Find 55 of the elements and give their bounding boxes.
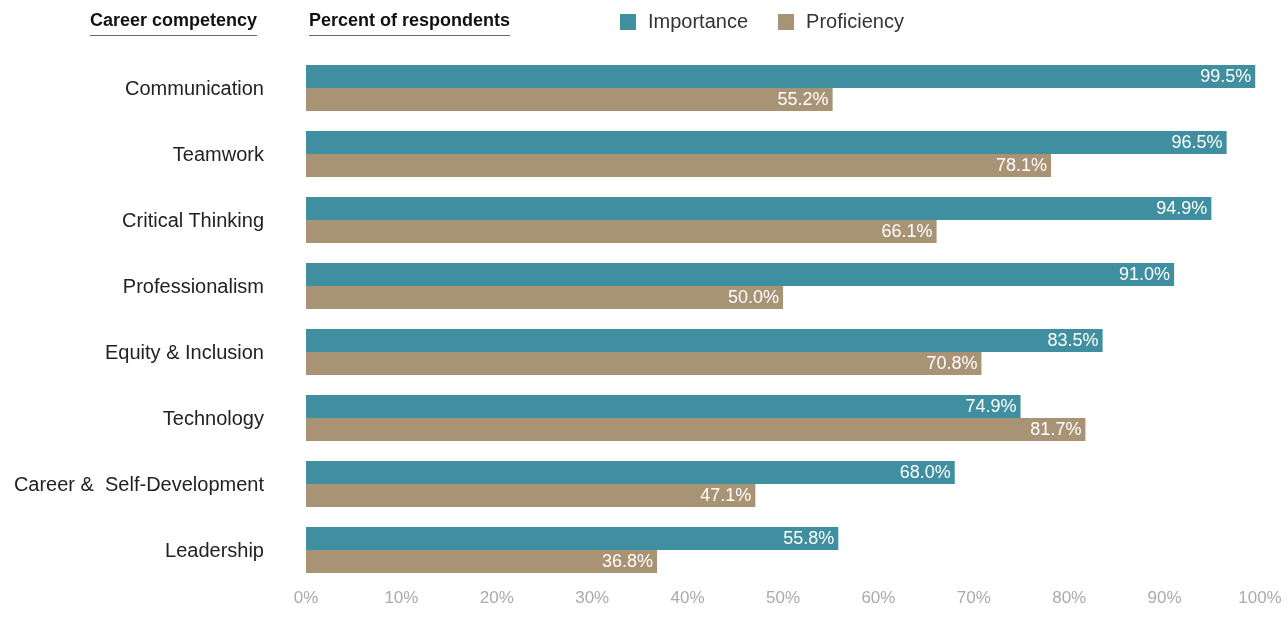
y-tick-label: Career & Self-Development xyxy=(13,473,265,495)
data-label: 47.1% xyxy=(700,485,752,506)
legend-label: Importance xyxy=(648,10,749,33)
data-label: 36.8% xyxy=(602,551,654,572)
bar xyxy=(306,87,833,111)
y-tick-label: Technology xyxy=(162,407,264,429)
y-tick-label: Professionalism xyxy=(122,275,264,297)
data-label: 96.5% xyxy=(1171,132,1223,153)
data-label: 91.0% xyxy=(1119,264,1171,285)
y-tick-label: Communication xyxy=(125,77,264,99)
bar xyxy=(306,64,1256,88)
y-tick-label: Critical Thinking xyxy=(122,209,264,231)
y-tick-label: Equity & Inclusion xyxy=(105,341,264,363)
data-label: 70.8% xyxy=(926,353,978,374)
bar xyxy=(306,328,1103,352)
x-tick-label: 40% xyxy=(670,588,705,608)
x-tick-label: 60% xyxy=(861,588,896,608)
data-label: 99.5% xyxy=(1200,66,1252,87)
x-axis-title: Percent of respondents xyxy=(309,10,511,36)
y-axis-title: Career competency xyxy=(90,10,258,36)
data-label: 74.9% xyxy=(965,396,1017,417)
x-tick-label: 0% xyxy=(293,588,319,608)
bar xyxy=(306,262,1175,286)
bar xyxy=(306,483,756,507)
bar xyxy=(306,549,658,573)
bar xyxy=(306,153,1052,177)
x-tick-label: 50% xyxy=(765,588,801,608)
legend-label: Proficiency xyxy=(806,10,904,33)
data-label: 66.1% xyxy=(881,221,933,242)
x-tick-label: 70% xyxy=(956,588,991,608)
data-label: 68.0% xyxy=(899,462,951,483)
bar xyxy=(306,285,783,309)
x-tick-label: 90% xyxy=(1147,588,1182,608)
data-label: 50.0% xyxy=(727,287,779,308)
data-label: 81.7% xyxy=(1030,419,1082,440)
bar xyxy=(306,417,1086,441)
data-label: 55.2% xyxy=(777,89,829,110)
x-tick-label: 10% xyxy=(384,588,419,608)
data-label: 94.9% xyxy=(1156,198,1208,219)
bar xyxy=(306,394,1021,418)
y-tick-label: Leadership xyxy=(165,539,264,561)
x-tick-label: 20% xyxy=(479,588,514,608)
bar xyxy=(306,130,1227,154)
data-label: 78.1% xyxy=(996,155,1048,176)
data-label: 55.8% xyxy=(783,528,835,549)
x-tick-label: 100% xyxy=(1238,588,1282,608)
x-tick-label: 30% xyxy=(575,588,610,608)
x-tick-label: 80% xyxy=(1052,588,1087,608)
bar xyxy=(306,460,955,484)
bar xyxy=(306,196,1212,220)
data-label: 83.5% xyxy=(1047,330,1099,351)
bar xyxy=(306,526,839,550)
bar xyxy=(306,351,982,375)
bar xyxy=(306,219,937,243)
y-tick-label: Teamwork xyxy=(172,143,265,165)
